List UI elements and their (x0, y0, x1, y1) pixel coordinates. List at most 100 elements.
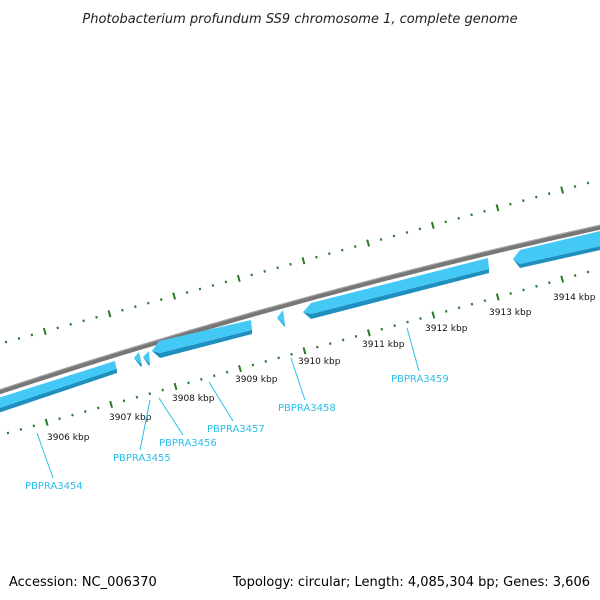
minor-tick (19, 427, 23, 431)
chromosome-backbone (0, 224, 600, 395)
major-tick (431, 311, 436, 319)
major-tick (238, 364, 242, 373)
minor-tick (340, 248, 344, 252)
gene-PBPRA3457[interactable] (152, 320, 252, 358)
outer-tick-ring (4, 181, 590, 344)
minor-tick (121, 308, 124, 312)
minor-tick (405, 231, 409, 234)
minor-tick (212, 374, 216, 378)
major-tick (301, 257, 306, 265)
gene-PBPRA3459[interactable] (303, 258, 489, 319)
accession-text: Accession: NC_006370 (9, 575, 157, 590)
minor-tick (290, 352, 293, 356)
minor-tick (535, 284, 538, 288)
minor-tick (187, 381, 190, 385)
minor-tick (277, 356, 280, 360)
major-tick (44, 418, 49, 426)
minor-tick (392, 234, 396, 238)
minor-tick (82, 319, 85, 323)
major-tick (107, 310, 112, 318)
minor-tick (586, 270, 590, 274)
major-tick (560, 186, 565, 194)
minor-tick (198, 287, 202, 291)
gene-label-PBPRA3459[interactable]: PBPRA3459 (391, 374, 449, 385)
minor-tick (509, 292, 512, 295)
minor-tick (534, 195, 538, 199)
minor-tick (96, 406, 100, 410)
minor-tick (341, 338, 345, 342)
minor-tick (380, 327, 384, 331)
minor-tick (316, 345, 319, 349)
ruler-label: 3914 kbp (553, 293, 596, 303)
minor-tick (379, 238, 383, 241)
major-tick (495, 293, 500, 301)
minor-tick (522, 199, 525, 203)
gene-label-PBPRA3455[interactable]: PBPRA3455 (113, 453, 171, 464)
major-tick (173, 382, 178, 391)
minor-tick (457, 306, 461, 310)
gene-PBPRA3455[interactable] (134, 352, 142, 367)
minor-tick (250, 273, 254, 277)
minor-tick (547, 192, 551, 196)
minor-tick (224, 280, 228, 284)
gene-next[interactable] (513, 230, 600, 268)
map-title: Photobacterium profundum SS9 chromosome … (82, 12, 517, 27)
minor-tick (509, 202, 512, 206)
ruler-label: 3909 kbp (235, 375, 278, 385)
minor-tick (263, 269, 266, 273)
gene-label-PBPRA3458[interactable]: PBPRA3458 (278, 403, 336, 414)
ruler-label: 3913 kbp (489, 308, 532, 318)
inner-tick-ring (6, 270, 590, 435)
leader-line (290, 357, 306, 401)
minor-tick (251, 363, 255, 367)
minor-tick (264, 360, 268, 363)
ruler-label: 3908 kbp (172, 394, 215, 404)
minor-tick (328, 252, 331, 256)
minor-tick (522, 288, 525, 292)
minor-tick (146, 301, 150, 305)
major-tick (560, 275, 565, 283)
minor-tick (225, 370, 229, 374)
ruler-label: 3911 kbp (362, 340, 405, 350)
minor-tick (32, 424, 36, 428)
gene-PBPRA3458[interactable] (277, 310, 285, 327)
genome-summary-text: Topology: circular; Length: 4,085,304 bp… (232, 575, 590, 590)
minor-tick (95, 315, 98, 319)
minor-tick (289, 262, 292, 266)
ruler-label: 3912 kbp (425, 324, 468, 334)
gene-label-PBPRA3456[interactable]: PBPRA3456 (159, 438, 217, 449)
minor-tick (483, 299, 487, 303)
gene-label-PBPRA3457[interactable]: PBPRA3457 (207, 424, 265, 435)
minor-tick (4, 340, 8, 344)
minor-tick (573, 274, 577, 278)
major-tick (430, 221, 435, 230)
minor-tick (470, 302, 474, 306)
major-tick (495, 204, 500, 212)
major-tick (302, 347, 307, 355)
minor-tick (393, 324, 396, 328)
minor-tick (135, 395, 139, 399)
minor-tick (418, 227, 422, 231)
minor-tick (483, 209, 486, 213)
leader-line (208, 381, 234, 422)
minor-tick (548, 281, 551, 285)
minor-tick (148, 392, 152, 396)
chromosome-backbone-highlight (0, 224, 600, 391)
minor-tick (200, 377, 203, 381)
minor-tick (56, 326, 60, 330)
major-tick (236, 274, 241, 283)
minor-tick (406, 320, 409, 324)
gene-PBPRA3454[interactable] (0, 361, 117, 413)
gene-PBPRA3456[interactable] (143, 351, 150, 366)
minor-tick (444, 309, 448, 313)
minor-tick (419, 317, 422, 320)
gene-label-PBPRA3454[interactable]: PBPRA3454 (25, 481, 83, 492)
minor-tick (30, 333, 34, 337)
minor-tick (6, 431, 10, 435)
minor-tick (470, 213, 473, 217)
minor-tick (161, 388, 164, 392)
major-tick (366, 239, 371, 247)
leader-line (36, 432, 54, 479)
leader-line (406, 327, 420, 372)
